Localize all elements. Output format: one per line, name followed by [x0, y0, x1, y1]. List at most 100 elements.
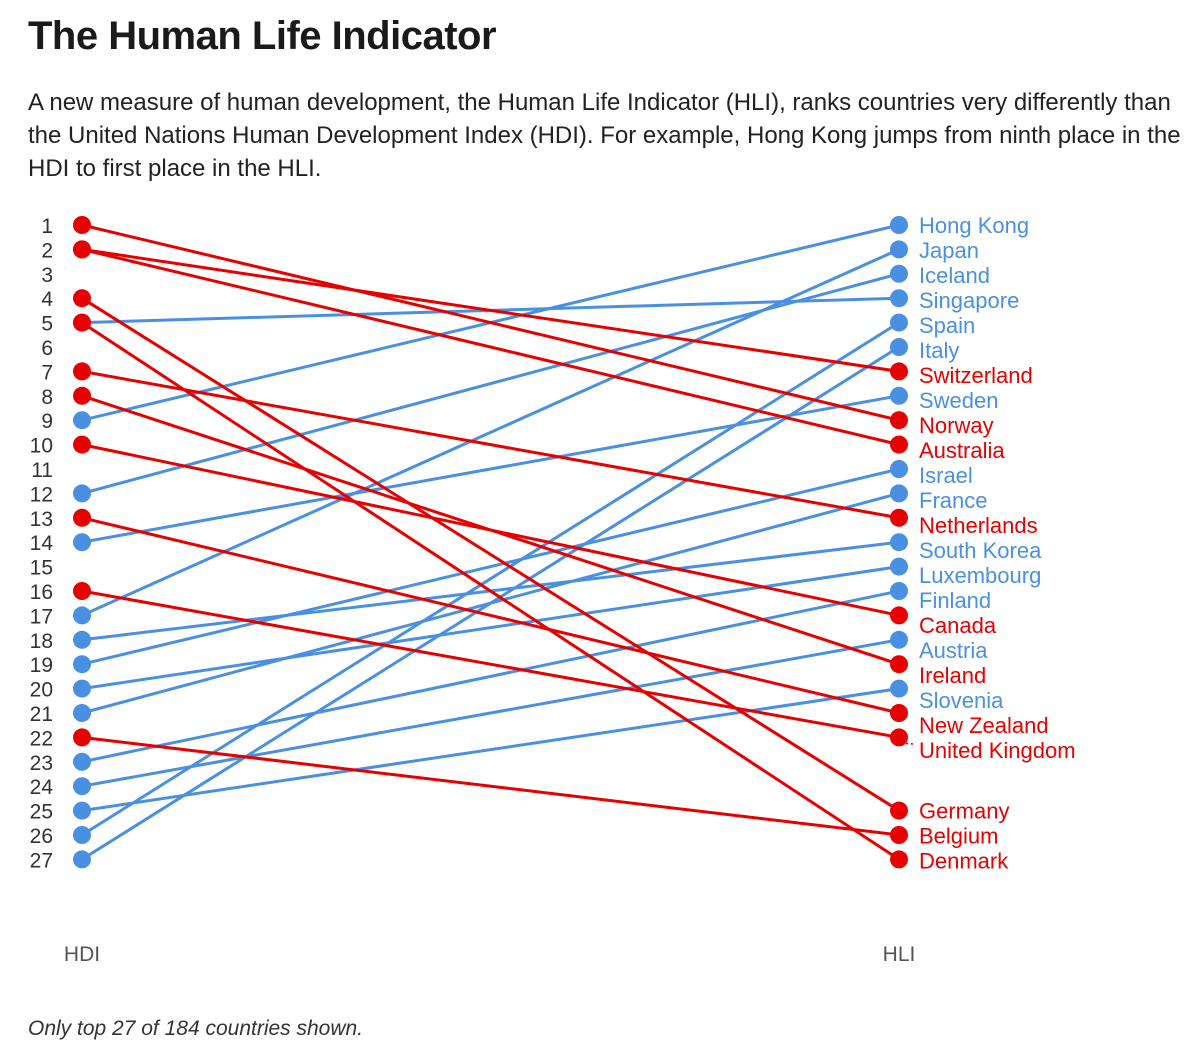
- hli-rank-dot: [890, 362, 908, 381]
- country-label: Netherlands: [919, 513, 1038, 538]
- rank-tick-label: 21: [30, 703, 53, 726]
- country-labels: Hong KongJapanIcelandSingaporeSpainItaly…: [919, 213, 1076, 874]
- country-label: Ireland: [919, 663, 986, 688]
- slope-line: [81, 735, 900, 837]
- hli-rank-dot: [890, 338, 908, 356]
- chart-title: The Human Life Indicator: [28, 14, 497, 58]
- hli-rank-dot: [890, 240, 908, 259]
- rank-tick-label: 9: [41, 410, 53, 433]
- rank-tick-label: 13: [30, 508, 53, 531]
- hdi-rank-dot: [73, 606, 91, 625]
- rank-tick-label: 23: [30, 752, 53, 775]
- rank-tick-label: 5: [41, 313, 53, 336]
- country-label: Finland: [919, 588, 991, 613]
- slope-line: [81, 589, 900, 739]
- rank-tick-label: 2: [41, 239, 53, 262]
- rank-tick-label: 4: [41, 288, 53, 311]
- hli-rank-dot: [890, 313, 908, 332]
- rank-tick-label: 11: [31, 459, 53, 482]
- hdi-rank-dot: [73, 630, 91, 649]
- rank-tick-label: 10: [30, 435, 53, 458]
- hdi-rank-dot: [73, 216, 91, 234]
- footnote: Only top 27 of 184 countries shown.: [28, 1017, 364, 1040]
- hli-rank-dot: [890, 606, 908, 625]
- rank-tick-labels: 1234567891011121314151617181920212223242…: [30, 215, 54, 872]
- slope-line: [81, 516, 900, 715]
- slope-line: [81, 248, 900, 617]
- rank-tick-label: 3: [41, 264, 53, 287]
- country-label: United Kingdom: [919, 738, 1076, 763]
- hli-rank-dot: [890, 289, 908, 308]
- hdi-rank-dot: [73, 362, 91, 381]
- hli-rank-dot: [890, 850, 908, 869]
- country-label: Sweden: [919, 388, 999, 413]
- hdi-rank-dot: [73, 728, 91, 747]
- hli-rank-dot: [890, 704, 908, 722]
- country-label: Slovenia: [919, 688, 1004, 713]
- hli-rank-dot: [890, 411, 908, 430]
- country-label: Singapore: [919, 288, 1019, 313]
- hli-rank-dot: [890, 216, 908, 234]
- country-label: France: [919, 488, 987, 513]
- hdi-rank-dot: [73, 508, 91, 527]
- country-label: South Korea: [919, 538, 1042, 563]
- country-label: Israel: [919, 463, 973, 488]
- hli-rank-dot: [890, 630, 908, 649]
- country-label: Iceland: [919, 263, 990, 288]
- country-label: Denmark: [919, 849, 1009, 874]
- rank-tick-label: 18: [30, 630, 53, 653]
- slope-line: [81, 565, 900, 691]
- hdi-rank-dot: [73, 655, 91, 674]
- rank-dots: [73, 216, 908, 869]
- country-label: Australia: [919, 438, 1005, 463]
- hli-rank-dot: [890, 386, 908, 405]
- hdi-rank-dot: [73, 679, 91, 698]
- hdi-rank-dot: [73, 801, 91, 820]
- country-label: Hong Kong: [919, 213, 1029, 238]
- hli-rank-dot: [890, 801, 908, 820]
- hdi-rank-dot: [73, 850, 91, 869]
- slope-line: [81, 467, 900, 666]
- slope-line: [81, 321, 900, 837]
- slope-line: [81, 223, 900, 422]
- slope-line: [81, 321, 900, 861]
- hdi-rank-dot: [73, 704, 91, 722]
- country-label: Belgium: [919, 824, 998, 849]
- hli-rank-dot: [890, 508, 908, 527]
- country-label: Spain: [919, 313, 975, 338]
- rank-tick-label: 6: [41, 337, 53, 360]
- axis-labels: HDI HLI: [64, 943, 915, 966]
- slope-line: [81, 296, 900, 812]
- rank-tick-label: 17: [30, 605, 53, 628]
- rank-tick-label: 27: [30, 849, 53, 872]
- hdi-rank-dot: [73, 752, 91, 771]
- hdi-rank-dot: [73, 289, 91, 308]
- rank-tick-label: 20: [30, 679, 53, 702]
- slope-line: [81, 491, 900, 715]
- hdi-rank-dot: [73, 777, 91, 796]
- rank-tick-label: 16: [30, 581, 53, 604]
- rank-tick-label: 7: [41, 361, 53, 384]
- hli-rank-dot: [890, 679, 908, 698]
- slope-line: [81, 638, 900, 788]
- hli-rank-dot: [890, 557, 908, 576]
- hli-rank-dot: [890, 655, 908, 674]
- slope-line: [81, 369, 900, 520]
- slope-line: [81, 394, 900, 544]
- hdi-rank-dot: [73, 313, 91, 332]
- label-leader-lines: [905, 742, 914, 745]
- rank-tick-label: 25: [30, 801, 53, 824]
- hli-rank-dot: [890, 460, 908, 478]
- hdi-rank-dot: [73, 533, 91, 552]
- country-label: Luxembourg: [919, 563, 1041, 588]
- country-label: Germany: [919, 799, 1009, 824]
- country-label: Norway: [919, 413, 994, 438]
- hli-axis-label: HLI: [883, 943, 916, 966]
- hli-rank-dot: [890, 264, 908, 283]
- slope-line: [81, 394, 900, 666]
- rank-tick-label: 14: [30, 532, 54, 555]
- country-label: Canada: [919, 613, 997, 638]
- rank-tick-label: 26: [30, 825, 53, 848]
- hdi-rank-dot: [73, 484, 91, 503]
- slope-line: [81, 247, 900, 373]
